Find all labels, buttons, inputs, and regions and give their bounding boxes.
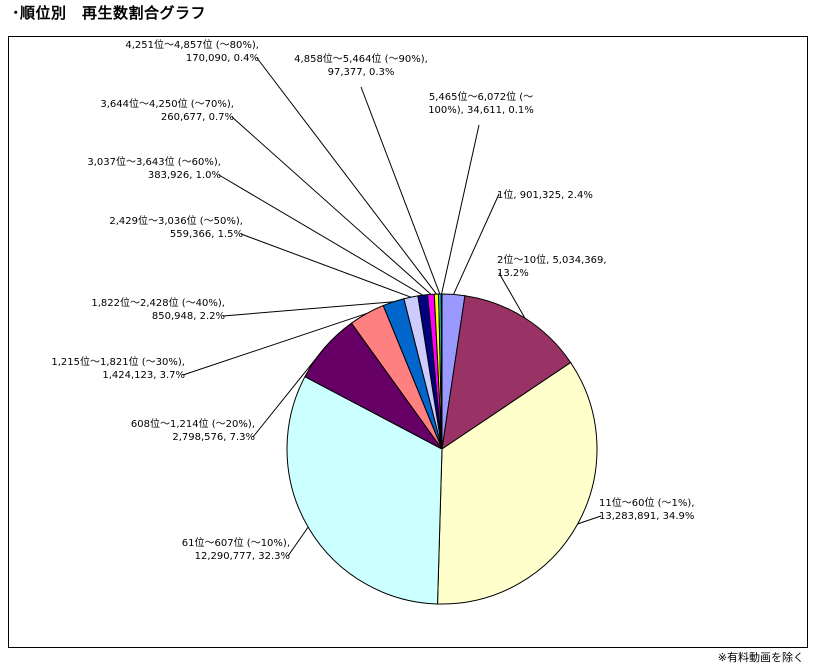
- slice-label: 2,429位〜3,036位 (〜50%), 559,366, 1.5%: [109, 214, 243, 240]
- slice-label-line: 13,283,891, 34.9%: [599, 511, 694, 522]
- slice-label: 3,644位〜4,250位 (〜70%), 260,677, 0.7%: [100, 97, 234, 123]
- slice-label: 11位〜60位 (〜1%), 13,283,891, 34.9%: [599, 496, 694, 522]
- slice-label-line: 260,677, 0.7%: [161, 112, 234, 123]
- pie-slice: [437, 361, 598, 605]
- slice-label-line: 13.2%: [497, 268, 529, 279]
- leader-line: [287, 526, 309, 557]
- leader-line: [453, 193, 500, 295]
- slice-label: 1位, 901,325, 2.4%: [497, 188, 593, 201]
- leader-line: [218, 174, 424, 296]
- leader-line: [256, 57, 437, 295]
- slice-label: 1,822位〜2,428位 (〜40%), 850,948, 2.2%: [91, 296, 225, 322]
- slice-label-line: 97,377, 0.3%: [328, 67, 395, 78]
- slice-label: 4,858位〜5,464位 (〜90%), 97,377, 0.3%: [294, 52, 428, 78]
- slice-label-line: 4,858位〜5,464位 (〜90%),: [294, 52, 428, 65]
- chart-frame: 1位, 901,325, 2.4% 2位〜10位, 5,034,369, 13.2%…: [8, 36, 808, 648]
- leader-line: [360, 86, 441, 295]
- slice-label-line: 100%), 34,611, 0.1%: [428, 105, 534, 116]
- leader-line: [240, 233, 412, 298]
- slice-label-line: 1位, 901,325, 2.4%: [497, 188, 593, 201]
- slice-label-line: 559,366, 1.5%: [170, 229, 243, 240]
- slice-label-line: 1,822位〜2,428位 (〜40%),: [91, 296, 225, 309]
- slice-label: 2位〜10位, 5,034,369, 13.2%: [497, 253, 607, 279]
- slice-label: 3,037位〜3,643位 (〜60%), 383,926, 1.0%: [87, 155, 221, 181]
- slice-label: 608位〜1,214位 (〜20%), 2,798,576, 7.3%: [131, 417, 255, 443]
- slice-label-line: 4,251位〜4,857位 (〜80%),: [125, 38, 259, 51]
- leader-line: [231, 116, 432, 295]
- slice-label-line: 608位〜1,214位 (〜20%),: [131, 417, 255, 430]
- leader-line: [182, 312, 367, 376]
- slice-label-line: 850,948, 2.2%: [152, 311, 225, 322]
- leader-line: [498, 272, 526, 319]
- slice-label: 61位〜607位 (〜10%), 12,290,777, 32.3%: [182, 536, 290, 562]
- pie-chart: 1位, 901,325, 2.4% 2位〜10位, 5,034,369, 13.2%…: [51, 38, 694, 605]
- slice-label: 5,465位〜6,072位 (〜 100%), 34,611, 0.1%: [428, 90, 534, 116]
- slice-label-line: 3,644位〜4,250位 (〜70%),: [100, 97, 234, 110]
- leader-line: [222, 301, 394, 317]
- slice-label-line: 2位〜10位, 5,034,369,: [497, 253, 607, 266]
- slice-label-line: 383,926, 1.0%: [148, 170, 221, 181]
- slice-label-line: 1,424,123, 3.7%: [102, 370, 185, 381]
- leader-line: [252, 346, 326, 438]
- slice-label-line: 12,290,777, 32.3%: [195, 551, 290, 562]
- page-title: ･順位別 再生数割合グラフ: [12, 4, 207, 22]
- slice-label: 4,251位〜4,857位 (〜80%), 170,090, 0.4%: [125, 38, 259, 64]
- slice-label-line: 3,037位〜3,643位 (〜60%),: [87, 155, 221, 168]
- leader-line: [577, 515, 602, 525]
- pie-slice: [441, 295, 572, 451]
- slice-label-line: 2,798,576, 7.3%: [172, 432, 255, 443]
- slice-label-line: 170,090, 0.4%: [186, 53, 259, 64]
- slice-label-line: 11位〜60位 (〜1%),: [599, 496, 694, 509]
- leader-line: [441, 124, 480, 295]
- pie-slice: [286, 376, 443, 605]
- slice-label-line: 61位〜607位 (〜10%),: [182, 536, 290, 549]
- slice-label-line: 1,215位〜1,821位 (〜30%),: [51, 355, 185, 368]
- slice-label-line: 2,429位〜3,036位 (〜50%),: [109, 214, 243, 227]
- footnote: ※有料動画を除く: [717, 651, 804, 664]
- slice-label-line: 5,465位〜6,072位 (〜: [429, 90, 533, 103]
- slice-label: 1,215位〜1,821位 (〜30%), 1,424,123, 3.7%: [51, 355, 185, 381]
